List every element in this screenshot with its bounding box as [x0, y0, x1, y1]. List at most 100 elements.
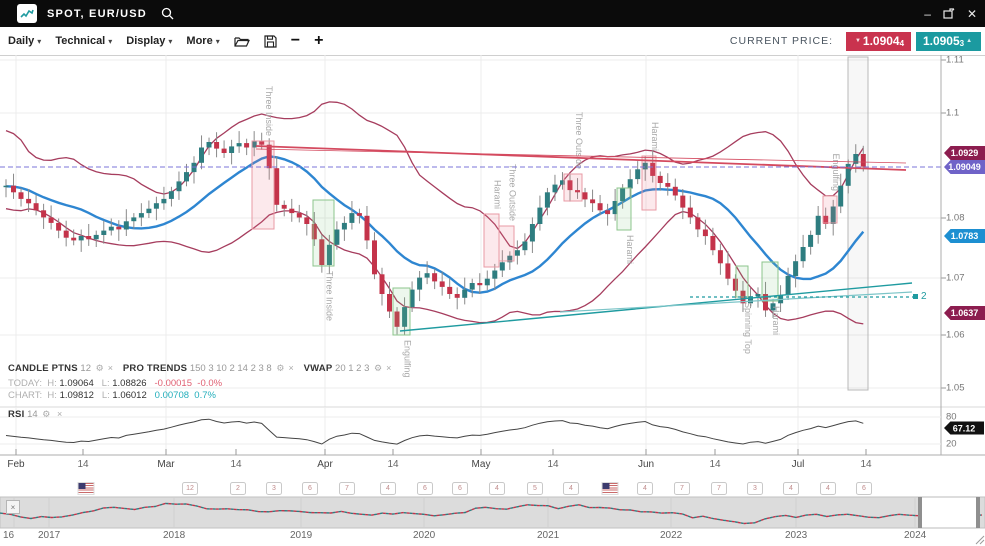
time-tick-label: Feb	[7, 459, 25, 470]
event-badge[interactable]: 4	[380, 482, 396, 495]
search-icon[interactable]	[161, 7, 174, 20]
pattern-label: Harami	[625, 235, 635, 264]
time-tick-label: Apr	[317, 459, 333, 470]
pattern-label: Three Outside	[508, 164, 518, 221]
pattern-label: Spinning Top	[743, 302, 753, 354]
bid-price-badge: ▼ 1.0904 4	[846, 31, 911, 51]
event-badge[interactable]: 7	[339, 482, 355, 495]
us-flag-icon[interactable]	[77, 482, 95, 495]
event-badge[interactable]: 6	[856, 482, 872, 495]
pattern-label: Harami	[650, 122, 660, 151]
chart-stats-row: CHART: H: 1.09812 L: 1.06012 0.00708 0.7…	[8, 390, 216, 401]
gear-icon[interactable]: ⚙	[42, 409, 51, 419]
navigator-year-label: 2021	[537, 530, 560, 541]
price-tick-label: 1.11	[946, 54, 964, 66]
save-icon[interactable]	[264, 34, 277, 48]
navigator-handle-right	[976, 497, 980, 528]
pattern-label: Engulfing	[831, 153, 841, 191]
event-badge[interactable]: 6	[452, 482, 468, 495]
today-stats-row: TODAY: H: 1.09064 L: 1.08826 -0.00015 -0…	[8, 378, 223, 389]
menu-technical[interactable]: Technical ▾	[55, 35, 113, 47]
minimize-button[interactable]: –	[924, 6, 931, 21]
close-icon[interactable]: ×	[288, 363, 294, 373]
chevron-down-icon: ▾	[168, 37, 173, 46]
pattern-box	[761, 261, 779, 302]
gear-icon[interactable]: ⚙	[374, 363, 383, 373]
down-arrow-icon: ▼	[854, 38, 861, 44]
pattern-box	[312, 199, 335, 267]
sma-line	[5, 155, 865, 294]
navigator-series-teal	[0, 502, 983, 525]
ask-price-badge: 1.0905 3 ▲	[916, 31, 981, 51]
rsi-value-badge: 67.12	[944, 421, 984, 435]
time-tick-label: 14	[860, 459, 872, 470]
event-badge[interactable]: 7	[674, 482, 690, 495]
pattern-box	[822, 195, 838, 224]
event-badge[interactable]: 4	[783, 482, 799, 495]
close-icon[interactable]: ×	[107, 363, 113, 373]
price-chart-canvas[interactable]: Three Inside Three Inside Engulfing Harami T…	[0, 55, 985, 546]
gear-icon[interactable]: ⚙	[95, 363, 104, 373]
pattern-box	[483, 213, 500, 268]
event-badge[interactable]: 4	[563, 482, 579, 495]
event-badge[interactable]: 6	[302, 482, 318, 495]
zoom-out-button[interactable]: −	[290, 32, 301, 49]
close-button[interactable]: ✕	[966, 6, 977, 21]
close-icon[interactable]: ×	[57, 409, 63, 419]
time-tick-label: 14	[387, 459, 399, 470]
candles-layer	[3, 140, 866, 327]
window-title: SPOT, EUR/USD	[47, 7, 147, 20]
navigator-close-button[interactable]: ×	[6, 500, 20, 514]
menu-more[interactable]: More ▾	[186, 35, 220, 47]
pattern-box	[392, 287, 411, 336]
open-folder-icon[interactable]	[234, 35, 250, 48]
gear-icon[interactable]: ⚙	[276, 363, 285, 373]
current-price-label: CURRENT PRICE:	[729, 35, 833, 47]
time-tick-label: Mar	[157, 459, 175, 470]
event-badge[interactable]: 7	[711, 482, 727, 495]
price-flag: 1.0783	[944, 229, 985, 243]
price-tick-label: 1.06	[946, 329, 965, 341]
time-tick-label: Jun	[637, 459, 655, 470]
time-tick-label: 14	[77, 459, 89, 470]
up-arrow-icon: ▲	[966, 38, 973, 44]
us-flag-icon[interactable]	[601, 482, 619, 495]
navigator-year-label: 16	[3, 530, 15, 541]
navigator-selection	[919, 496, 979, 529]
event-badge[interactable]: 5	[527, 482, 543, 495]
event-badge[interactable]: 4	[820, 482, 836, 495]
candle-ptns-label: CANDLE PTNS	[8, 363, 78, 374]
event-badge[interactable]: 3	[266, 482, 282, 495]
pattern-box	[616, 187, 632, 231]
popout-icon[interactable]	[943, 8, 955, 19]
zoom-in-button[interactable]: +	[314, 32, 324, 49]
price-flag: 1.0929	[944, 146, 985, 160]
event-badge[interactable]: 6	[417, 482, 433, 495]
time-tick-label: 14	[547, 459, 559, 470]
close-icon[interactable]: ×	[386, 363, 392, 373]
trendline	[255, 145, 907, 171]
price-flag: 1.09049	[944, 160, 985, 174]
navigator-series-red	[0, 502, 983, 525]
pattern-label: Harami	[771, 306, 781, 335]
navigator-year-label: 2019	[290, 530, 313, 541]
navigator-year-label: 2022	[660, 530, 683, 541]
event-badge[interactable]: 4	[637, 482, 653, 495]
time-tick-label: May	[471, 459, 491, 470]
candle-wicks	[5, 131, 864, 336]
time-tick-label: 14	[230, 459, 242, 470]
event-badge[interactable]: 4	[489, 482, 505, 495]
price-tick-label: 1.07	[946, 272, 965, 284]
menu-display[interactable]: Display ▾	[126, 35, 173, 47]
rsi-tick-label: 20	[946, 438, 957, 450]
menu-daily[interactable]: Daily ▾	[8, 35, 42, 47]
event-badge[interactable]: 12	[182, 482, 198, 495]
navigator-year-label: 2024	[904, 530, 927, 541]
indicator-legend-row: CANDLE PTNS 12 ⚙ × PRO TRENDS 150 3 10 2 …	[8, 363, 392, 374]
event-badge[interactable]: 2	[230, 482, 246, 495]
chevron-down-icon: ▾	[37, 37, 42, 46]
rsi-tick-label: 80	[946, 411, 957, 423]
event-badge[interactable]: 3	[747, 482, 763, 495]
trendline	[255, 148, 907, 164]
